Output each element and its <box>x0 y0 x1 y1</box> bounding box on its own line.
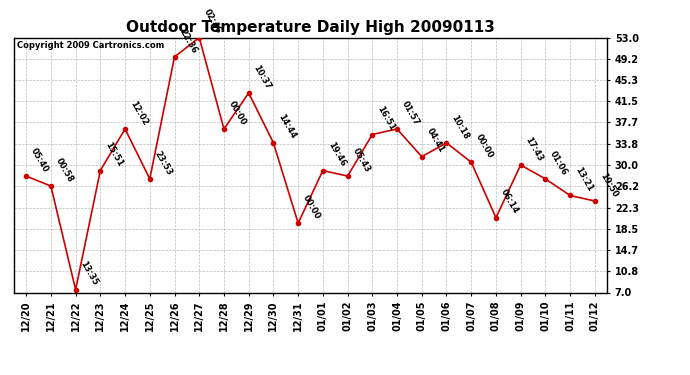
Text: 06:14: 06:14 <box>499 188 520 216</box>
Text: 22:36: 22:36 <box>177 27 199 55</box>
Text: 23:53: 23:53 <box>152 149 174 177</box>
Text: 02:46: 02:46 <box>202 8 224 35</box>
Text: 00:00: 00:00 <box>227 99 248 127</box>
Text: 17:43: 17:43 <box>524 135 544 163</box>
Text: 04:41: 04:41 <box>425 127 446 154</box>
Text: 14:44: 14:44 <box>277 113 297 141</box>
Text: 05:43: 05:43 <box>351 146 372 174</box>
Title: Outdoor Temperature Daily High 20090113: Outdoor Temperature Daily High 20090113 <box>126 20 495 35</box>
Text: 15:51: 15:51 <box>104 141 124 168</box>
Text: 13:35: 13:35 <box>79 260 99 288</box>
Text: 12:02: 12:02 <box>128 99 149 127</box>
Text: 05:40: 05:40 <box>29 146 50 174</box>
Text: 00:00: 00:00 <box>301 194 322 221</box>
Text: 10:37: 10:37 <box>252 63 273 91</box>
Text: 19:46: 19:46 <box>326 141 347 168</box>
Text: 19:50: 19:50 <box>598 171 619 199</box>
Text: 01:06: 01:06 <box>549 149 569 177</box>
Text: 10:18: 10:18 <box>449 113 471 141</box>
Text: 16:51: 16:51 <box>375 105 397 132</box>
Text: 00:00: 00:00 <box>474 133 495 160</box>
Text: Copyright 2009 Cartronics.com: Copyright 2009 Cartronics.com <box>17 41 164 50</box>
Text: 13:21: 13:21 <box>573 166 594 193</box>
Text: 01:57: 01:57 <box>400 99 421 127</box>
Text: 00:58: 00:58 <box>54 156 75 184</box>
